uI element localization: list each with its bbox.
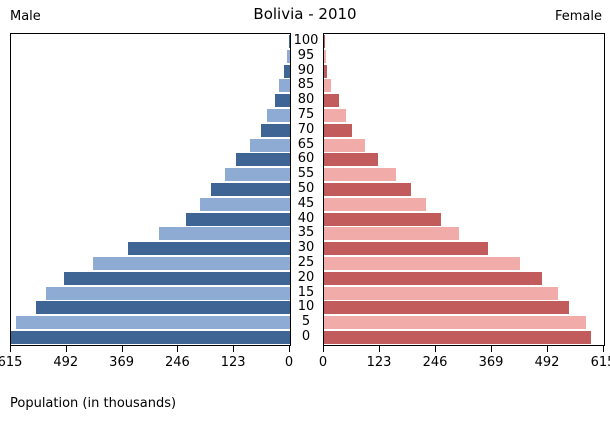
- female-tick-label-246: 246: [422, 355, 448, 370]
- male-tick-label-369: 369: [109, 355, 134, 370]
- age-tick-label-0: 0: [301, 329, 311, 345]
- male-bar-age-0: [11, 331, 290, 345]
- female-bar-age-0: [324, 331, 592, 345]
- female-tick-mark-0: [323, 345, 324, 352]
- male-bar-age-45: [200, 197, 290, 211]
- female-bar-age-40: [324, 212, 441, 226]
- age-tick-label-75: 75: [297, 106, 315, 122]
- male-tick-mark-492: [65, 345, 67, 352]
- male-tick-mark-615: [10, 345, 11, 352]
- age-tick-label-20: 20: [297, 269, 315, 285]
- female-bar-age-10: [324, 301, 570, 315]
- male-bar-age-75: [267, 108, 290, 122]
- male-bar-age-50: [210, 183, 290, 196]
- x-axis-title: Population (in thousands): [10, 396, 177, 411]
- female-bar-age-20: [324, 271, 543, 285]
- age-axis: 0 5 10 15 20 25 30 35 40 45 50 55 60 65 70 75 80 85 90 95 10…: [289, 33, 323, 344]
- female-tick-mark-123: [379, 345, 380, 352]
- female-tick-mark-246: [435, 345, 436, 352]
- female-bar-age-30: [324, 242, 489, 256]
- female-bar-age-75: [324, 108, 346, 122]
- female-tick-label-123: 123: [366, 355, 392, 370]
- male-side-label: Male: [10, 9, 41, 24]
- male-panel: [10, 33, 291, 346]
- female-tick-mark-615: [603, 345, 604, 352]
- age-tick-label-40: 40: [297, 210, 315, 226]
- male-bar-age-85: [278, 79, 290, 93]
- age-tick-label-30: 30: [297, 240, 315, 256]
- age-tick-label-55: 55: [297, 166, 315, 182]
- female-tick-label-615: 615: [590, 355, 610, 370]
- female-bar-age-95: [324, 49, 326, 63]
- male-bar-age-90: [283, 64, 290, 78]
- male-tick-mark-123: [233, 345, 235, 352]
- age-tick-label-80: 80: [297, 92, 315, 108]
- female-bar-age-65: [324, 138, 365, 152]
- female-tick-label-0: 0: [318, 355, 328, 370]
- male-bar-age-30: [128, 242, 290, 256]
- female-panel: [323, 33, 605, 346]
- female-tick-mark-492: [547, 345, 548, 352]
- male-bar-age-70: [260, 123, 290, 137]
- male-tick-mark-369: [121, 345, 123, 352]
- female-tick-label-492: 492: [534, 355, 560, 370]
- age-tick-label-25: 25: [297, 255, 315, 271]
- female-bar-age-50: [324, 183, 411, 196]
- age-tick-label-90: 90: [297, 62, 315, 78]
- male-bar-age-100: [288, 34, 290, 48]
- female-bar-age-5: [324, 316, 587, 330]
- male-bar-age-25: [93, 257, 290, 271]
- female-bar-age-15: [324, 286, 559, 300]
- female-bar-age-100: [324, 34, 325, 48]
- female-bar-age-60: [324, 153, 378, 167]
- age-tick-label-60: 60: [297, 151, 315, 167]
- male-tick-label-246: 246: [164, 355, 190, 370]
- chart-title: Bolivia - 2010: [253, 5, 357, 23]
- age-tick-label-50: 50: [297, 181, 315, 196]
- female-bar-age-55: [324, 168, 396, 182]
- age-tick-label-45: 45: [297, 195, 315, 211]
- age-tick-label-95: 95: [297, 47, 315, 63]
- male-bar-age-40: [185, 212, 290, 226]
- male-bar-age-80: [275, 94, 290, 108]
- female-tick-label-369: 369: [478, 355, 504, 370]
- age-tick-label-100: 100: [293, 32, 319, 48]
- male-bar-age-5: [15, 316, 290, 330]
- male-bar-age-35: [158, 227, 290, 241]
- male-tick-label-0: 0: [284, 355, 294, 370]
- female-tick-mark-369: [491, 345, 492, 352]
- age-tick-label-35: 35: [297, 225, 315, 241]
- male-bar-age-95: [287, 49, 290, 63]
- female-bar-age-85: [324, 79, 331, 93]
- female-bar-age-45: [324, 197, 426, 211]
- male-tick-mark-246: [177, 345, 179, 352]
- age-tick-label-10: 10: [297, 299, 315, 315]
- female-side-label: Female: [554, 9, 602, 24]
- age-tick-label-65: 65: [297, 136, 315, 152]
- age-tick-label-70: 70: [297, 121, 315, 137]
- male-tick-mark-0: [289, 345, 290, 352]
- male-tick-label-615: 615: [0, 355, 23, 370]
- female-bar-age-70: [324, 123, 352, 137]
- age-tick-label-85: 85: [297, 77, 315, 93]
- age-tick-label-15: 15: [297, 284, 315, 300]
- male-tick-label-492: 492: [53, 355, 79, 370]
- female-bar-age-35: [324, 227, 460, 241]
- female-bar-age-25: [324, 257, 521, 271]
- age-tick-label-5: 5: [301, 314, 311, 330]
- male-bar-age-20: [63, 271, 290, 285]
- female-bar-age-90: [324, 64, 328, 78]
- male-bar-age-10: [35, 301, 290, 315]
- male-bar-age-60: [235, 153, 290, 167]
- male-bar-age-15: [45, 286, 290, 300]
- male-bar-age-65: [249, 138, 290, 152]
- female-bar-age-80: [324, 94, 339, 108]
- male-bar-age-55: [225, 168, 290, 182]
- male-tick-label-123: 123: [220, 355, 246, 370]
